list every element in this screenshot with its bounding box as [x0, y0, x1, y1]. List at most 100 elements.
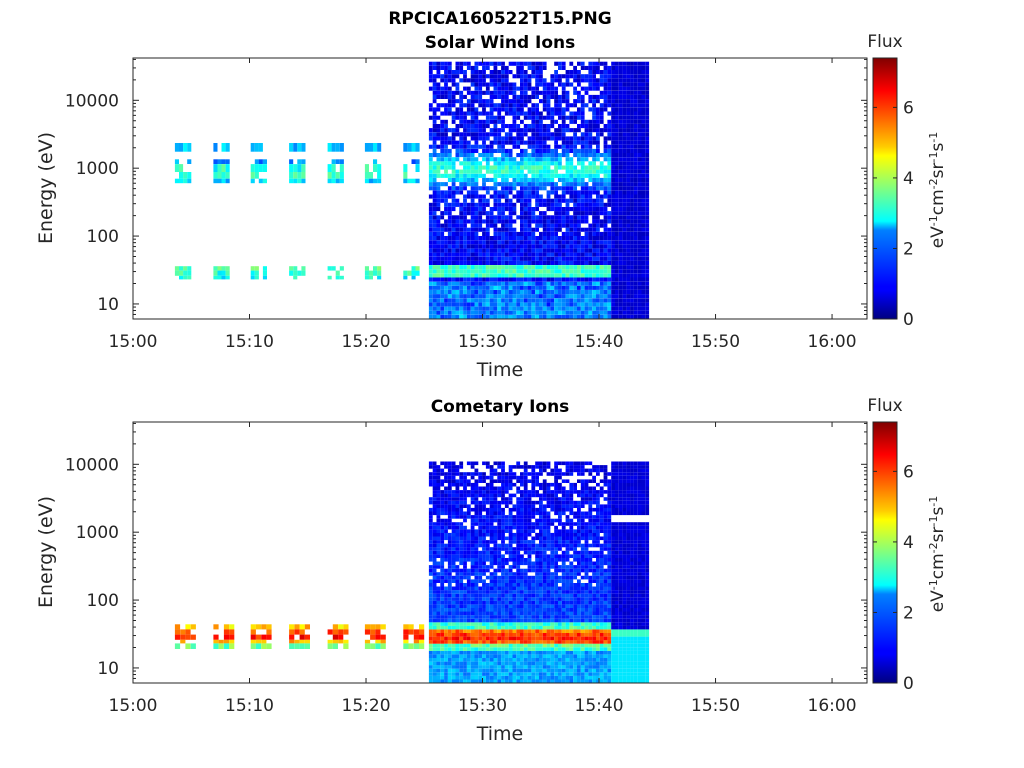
- spectrogram-cell: [482, 579, 486, 583]
- spectrogram-cell: [611, 132, 615, 137]
- spectrogram-cell: [539, 236, 543, 241]
- spectrogram-cell: [493, 572, 498, 576]
- spectrogram-cell: [474, 482, 479, 487]
- spectrogram-cell: [447, 74, 452, 79]
- spectrogram-cell: [618, 61, 623, 66]
- spectrogram-cell: [615, 182, 619, 187]
- spectrogram-cell: [447, 636, 452, 641]
- spectrogram-cell: [428, 550, 433, 555]
- spectrogram-cell: [561, 119, 566, 124]
- spectrogram-cell: [447, 625, 452, 630]
- spectrogram-cell: [573, 74, 577, 79]
- spectrogram-cell: [478, 119, 483, 124]
- spectrogram-cell: [580, 306, 585, 311]
- spectrogram-cell: [447, 672, 452, 676]
- spectrogram-cell: [596, 207, 600, 212]
- spectrogram-cell: [436, 611, 441, 616]
- spectrogram-cell: [428, 679, 433, 683]
- spectrogram-cell: [331, 164, 336, 172]
- spectrogram-cell: [436, 529, 441, 533]
- spectrogram-cell: [645, 148, 650, 153]
- spectrogram-cell: [599, 256, 604, 261]
- spectrogram-cell: [478, 223, 483, 228]
- spectrogram-cell: [531, 70, 536, 75]
- spectrogram-cell: [436, 633, 441, 637]
- spectrogram-cell: [489, 128, 494, 133]
- spectrogram-cell: [482, 647, 486, 651]
- spectrogram-cell: [478, 240, 483, 245]
- spectrogram-cell: [611, 202, 615, 207]
- spectrogram-cell: [447, 177, 452, 182]
- spectrogram-cell: [489, 215, 494, 220]
- spectrogram-cell: [489, 260, 494, 265]
- spectrogram-cell: [569, 148, 574, 153]
- spectrogram-cell: [618, 256, 623, 261]
- spectrogram-cell: [607, 194, 612, 199]
- spectrogram-cell: [451, 586, 456, 591]
- spectrogram-cell: [466, 472, 471, 476]
- spectrogram-cell: [489, 675, 494, 680]
- spectrogram-cell: [504, 658, 509, 662]
- spectrogram-cell: [179, 143, 184, 152]
- spectrogram-cell: [622, 103, 627, 108]
- spectrogram-cell: [459, 507, 464, 512]
- spectrogram-cell: [569, 223, 574, 228]
- spectrogram-cell: [588, 198, 593, 203]
- spectrogram-cell: [622, 273, 627, 278]
- spectrogram-cell: [596, 99, 600, 104]
- spectrogram-cell: [451, 219, 456, 224]
- spectrogram-cell: [497, 543, 502, 548]
- spectrogram-cell: [565, 240, 570, 245]
- spectrogram-cell: [444, 604, 448, 608]
- spectrogram-cell: [455, 575, 460, 580]
- spectrogram-cell: [373, 266, 378, 271]
- spectrogram-cell: [561, 273, 566, 278]
- spectrogram-cell: [440, 227, 445, 232]
- spectrogram-cell: [546, 290, 551, 295]
- spectrogram-cell: [512, 273, 517, 278]
- spectrogram-cell: [478, 679, 483, 683]
- spectrogram-cell: [512, 647, 517, 651]
- spectrogram-cell: [497, 198, 502, 203]
- spectrogram-cell: [520, 244, 524, 249]
- spectrogram-cell: [630, 302, 634, 307]
- spectrogram-cell: [641, 157, 646, 162]
- spectrogram-cell: [482, 572, 486, 576]
- spectrogram-cell: [221, 172, 226, 179]
- spectrogram-cell: [504, 479, 509, 483]
- spectrogram-cell: [466, 504, 471, 508]
- spectrogram-cell: [489, 486, 494, 491]
- spectrogram-cell: [539, 90, 543, 95]
- spectrogram-cell: [478, 219, 483, 224]
- spectrogram-cell: [444, 497, 448, 501]
- spectrogram-cell: [633, 111, 638, 116]
- spectrogram-cell: [626, 124, 631, 129]
- spectrogram-cell: [508, 654, 513, 658]
- spectrogram-cell: [626, 211, 631, 216]
- spectrogram-cell: [474, 618, 479, 623]
- spectrogram-cell: [504, 82, 509, 87]
- spectrogram-cell: [463, 169, 467, 174]
- spectrogram-cell: [520, 260, 524, 265]
- spectrogram-cell: [455, 532, 460, 537]
- spectrogram-cell: [470, 500, 475, 505]
- spectrogram-cell: [565, 294, 570, 299]
- spectrogram-cell: [573, 294, 577, 299]
- spectrogram-cell: [607, 294, 612, 299]
- spectrogram-cell: [489, 482, 494, 487]
- spectrogram-cell: [447, 240, 452, 245]
- spectrogram-cell: [436, 161, 441, 166]
- spectrogram-cell: [213, 266, 218, 271]
- spectrogram-cell: [428, 227, 433, 232]
- spectrogram-cell: [463, 675, 467, 680]
- spectrogram-cell: [436, 165, 441, 170]
- spectrogram-cell: [584, 248, 589, 253]
- spectrogram-cell: [455, 543, 460, 548]
- spectrogram-cell: [489, 583, 494, 587]
- spectrogram-cell: [542, 61, 547, 66]
- spectrogram-cell: [440, 157, 445, 162]
- spectrogram-cell: [539, 298, 543, 303]
- spectrogram-cell: [596, 202, 600, 207]
- spectrogram-cell: [440, 633, 445, 637]
- colorbar-tick-label: 6: [903, 98, 914, 118]
